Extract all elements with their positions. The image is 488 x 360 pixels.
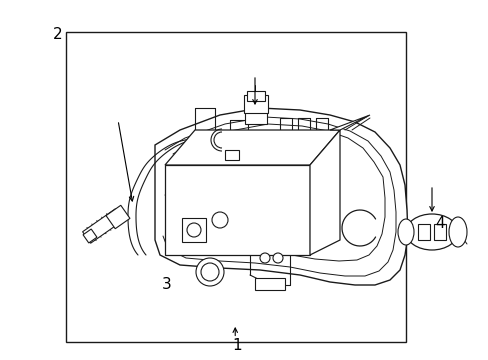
- Text: 4: 4: [434, 216, 444, 231]
- Bar: [244, 95, 267, 113]
- Circle shape: [212, 212, 227, 228]
- Polygon shape: [309, 130, 339, 255]
- Bar: [433, 224, 445, 240]
- Bar: [254, 278, 285, 290]
- Bar: [244, 108, 266, 124]
- Ellipse shape: [397, 219, 413, 245]
- Polygon shape: [82, 209, 123, 243]
- Bar: [246, 91, 264, 101]
- Text: 3: 3: [161, 277, 171, 292]
- Bar: [224, 150, 239, 160]
- Polygon shape: [83, 229, 97, 243]
- Ellipse shape: [448, 217, 466, 247]
- Circle shape: [272, 253, 283, 263]
- Circle shape: [260, 253, 269, 263]
- Circle shape: [196, 258, 224, 286]
- Bar: [417, 224, 429, 240]
- Bar: [66, 32, 405, 342]
- Bar: [182, 218, 205, 242]
- Ellipse shape: [405, 214, 457, 250]
- Text: 2: 2: [53, 27, 62, 42]
- Circle shape: [186, 223, 201, 237]
- Polygon shape: [164, 165, 309, 255]
- Polygon shape: [329, 115, 369, 130]
- Polygon shape: [164, 130, 339, 165]
- Text: 1: 1: [232, 338, 242, 353]
- Polygon shape: [155, 108, 407, 285]
- Circle shape: [201, 263, 219, 281]
- Polygon shape: [106, 205, 130, 229]
